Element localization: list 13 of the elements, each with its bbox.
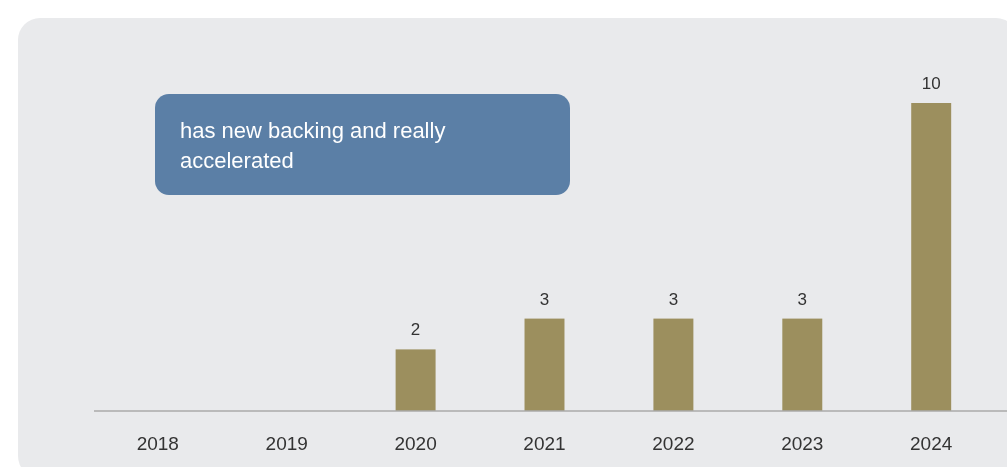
data-label: 3 xyxy=(668,289,679,309)
data-label: 2 xyxy=(410,320,421,340)
data-label: 10 xyxy=(921,74,941,93)
x-tick-label: 2023 xyxy=(781,433,824,454)
x-tick-label: 2019 xyxy=(265,433,308,454)
annotation: has new backing and really accelerated xyxy=(180,118,446,173)
data-label: 3 xyxy=(797,289,808,309)
x-tick-label: 2024 xyxy=(910,433,953,454)
x-tick-label: 2020 xyxy=(394,433,437,454)
data-label: 3 xyxy=(539,289,550,309)
x-tick-label: 2018 xyxy=(136,433,179,454)
x-tick-label: 2022 xyxy=(652,433,695,454)
x-tick-label: 2021 xyxy=(523,433,566,454)
